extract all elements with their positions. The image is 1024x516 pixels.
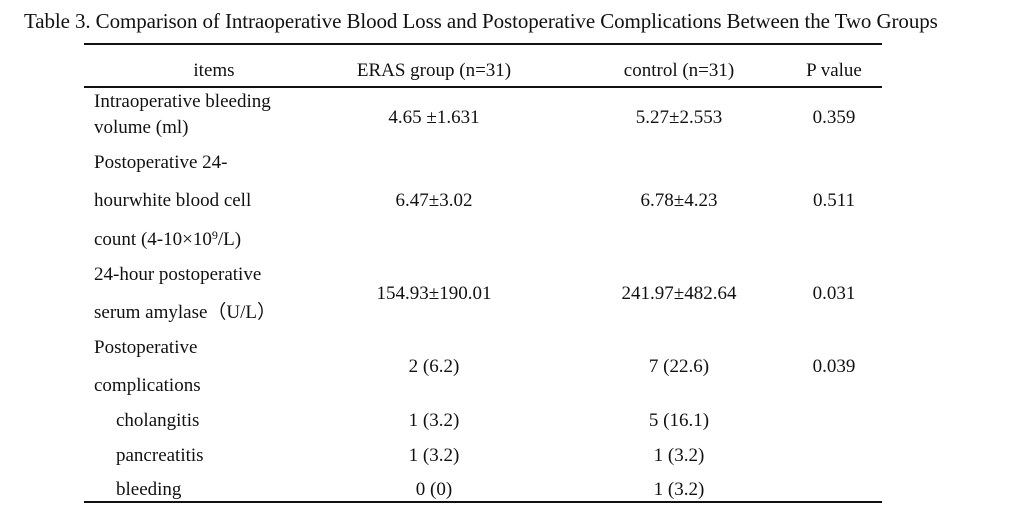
row-eras-value: 1 (3.2) (408, 445, 460, 466)
row-eras-value: 2 (6.2) (408, 356, 460, 377)
row-control-value: 5.27±2.553 (635, 107, 723, 128)
superscript: 9 (211, 228, 218, 242)
row-item-label: Postoperative (94, 337, 198, 358)
header-eras-group: ERAS group (n=31) (356, 60, 512, 81)
row-p-value: 0.511 (812, 190, 856, 211)
row-eras-value: 1 (3.2) (408, 410, 460, 431)
row-item-label: complications (94, 375, 201, 396)
row-p-value: 0.039 (812, 356, 856, 377)
top-rule (84, 43, 882, 45)
row-item-label: count (4-10×109/L) (94, 228, 242, 250)
row-control-value: 6.78±4.23 (640, 190, 718, 211)
row-item-label: cholangitis (116, 410, 200, 431)
row-eras-value: 4.65 ±1.631 (388, 107, 480, 128)
row-control-value: 241.97±482.64 (621, 283, 737, 304)
header-p-value: P value (806, 60, 862, 81)
row-control-value: 5 (16.1) (648, 410, 710, 431)
header-items: items (193, 60, 235, 81)
row-item-label: Intraoperative bleeding (94, 91, 271, 112)
header-control: control (n=31) (623, 60, 735, 81)
row-item-label: bleeding (116, 479, 182, 500)
row-item-label: serum amylase（U/L） (94, 302, 277, 323)
row-item-label: hourwhite blood cell (94, 190, 252, 211)
row-eras-value: 6.47±3.02 (395, 190, 473, 211)
row-control-value: 1 (3.2) (653, 445, 705, 466)
row-control-value: 7 (22.6) (648, 356, 710, 377)
header-rule (84, 86, 882, 88)
row-item-label: pancreatitis (116, 445, 204, 466)
row-p-value: 0.031 (812, 283, 856, 304)
row-eras-value: 0 (0) (415, 479, 453, 500)
row-item-label: Postoperative 24- (94, 152, 228, 173)
table-caption: Table 3. Comparison of Intraoperative Bl… (24, 9, 938, 33)
row-control-value: 1 (3.2) (653, 479, 705, 500)
row-p-value: 0.359 (812, 107, 856, 128)
row-item-label: 24-hour postoperative (94, 264, 262, 285)
row-eras-value: 154.93±190.01 (376, 283, 492, 304)
row-item-label: volume (ml) (94, 117, 189, 138)
bottom-rule (84, 501, 882, 503)
